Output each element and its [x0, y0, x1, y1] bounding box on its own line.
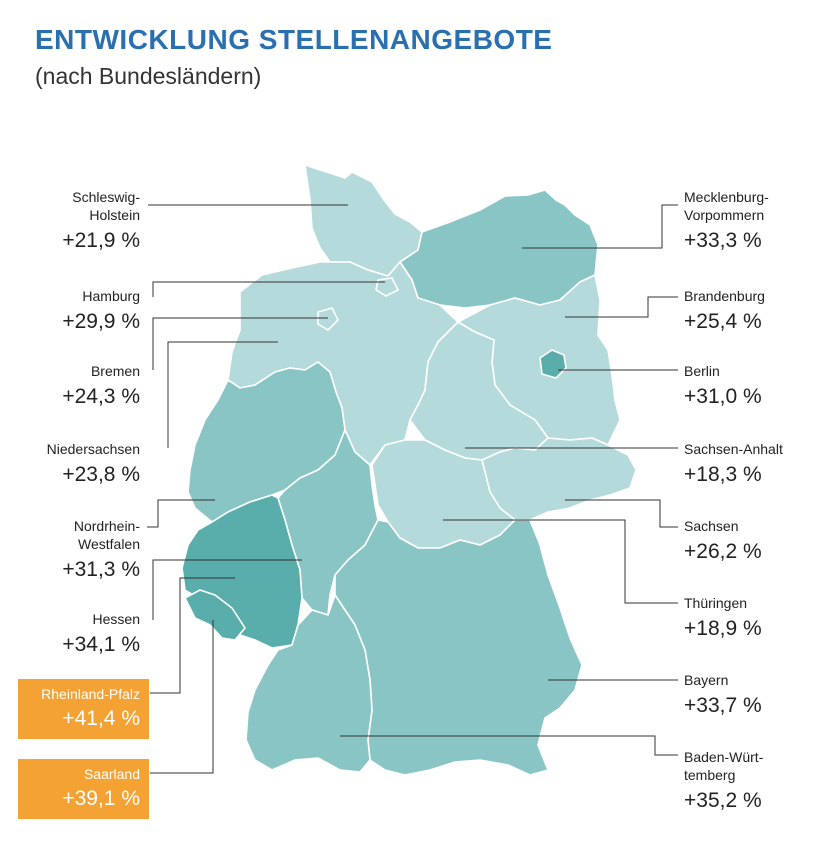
label-rheinland-pfalz: Rheinland-Pfalz +41,4 % — [18, 679, 149, 739]
leader-line-bremen — [152, 317, 328, 370]
region-baden-wuerttemberg — [245, 594, 373, 773]
leader-line-hamburg — [152, 281, 385, 297]
leader-line-brandenburg — [565, 296, 678, 318]
state-name: Baden-Würt- temberg — [684, 749, 764, 783]
label-berlin: Berlin +31,0 % — [684, 362, 814, 411]
label-thueringen: Thüringen +18,9 % — [684, 594, 814, 643]
label-mecklenburg-vorpommern: Mecklenburg- Vorpommern +33,3 % — [684, 188, 814, 255]
label-sachsen: Sachsen +26,2 % — [684, 517, 814, 566]
state-value: +29,9 % — [62, 310, 140, 333]
label-bremen: Bremen +24,3 % — [10, 362, 140, 411]
leader-line-nordrhein-westfalen — [147, 499, 215, 528]
region-berlin — [539, 349, 567, 379]
state-name: Schleswig- Holstein — [72, 189, 140, 223]
state-value: +34,1 % — [62, 633, 140, 656]
state-name: Thüringen — [684, 595, 748, 611]
leader-line-niedersachsen — [167, 341, 278, 448]
state-name: Brandenburg — [684, 288, 765, 304]
state-value: +35,2 % — [684, 789, 762, 812]
state-name: Saarland — [83, 766, 140, 782]
state-value: +41,4 % — [62, 707, 140, 730]
state-value: +33,3 % — [684, 229, 762, 252]
leader-line-hessen — [152, 559, 302, 620]
label-nordrhein-westfalen: Nordrhein- Westfalen +31,3 % — [10, 517, 140, 584]
leader-line-saarland — [150, 620, 214, 774]
leader-line-sachsen — [565, 499, 678, 528]
label-baden-wuerttemberg: Baden-Würt- temberg +35,2 % — [684, 748, 814, 815]
region-rheinland-pfalz — [181, 494, 303, 649]
region-mecklenburg-vorpommern — [399, 189, 599, 309]
state-value: +21,9 % — [62, 229, 140, 252]
state-name: Nordrhein- Westfalen — [73, 518, 140, 552]
state-value: +23,8 % — [62, 463, 140, 486]
leader-line-rheinland-pfalz — [150, 577, 235, 694]
state-name: Hessen — [92, 611, 140, 627]
state-name: Niedersachsen — [46, 441, 140, 457]
label-sachsen-anhalt: Sachsen-Anhalt +18,3 % — [684, 440, 814, 489]
leader-line-baden-wuerttemberg — [340, 735, 678, 756]
state-value: +18,9 % — [684, 617, 762, 640]
label-saarland: Saarland +39,1 % — [18, 759, 149, 819]
state-value: +18,3 % — [684, 463, 762, 486]
page-title: ENTWICKLUNG STELLENANGEBOTE — [35, 24, 553, 55]
region-sachsen — [481, 437, 637, 521]
state-name: Sachsen — [684, 518, 739, 534]
region-saarland — [184, 589, 246, 641]
state-value: +31,3 % — [62, 558, 140, 581]
state-value: +31,0 % — [684, 385, 762, 408]
label-hamburg: Hamburg +29,9 % — [10, 287, 140, 336]
region-bayern — [334, 519, 583, 776]
state-value: +25,4 % — [684, 310, 762, 333]
state-value: +39,1 % — [62, 787, 140, 810]
label-niedersachsen: Niedersachsen +23,8 % — [10, 440, 140, 489]
state-value: +26,2 % — [684, 540, 762, 563]
state-name: Bremen — [90, 363, 140, 379]
page-subtitle: (nach Bundesländern) — [35, 63, 262, 89]
state-name: Hamburg — [82, 288, 140, 304]
label-schleswig-holstein: Schleswig- Holstein +21,9 % — [10, 188, 140, 255]
state-value: +24,3 % — [62, 385, 140, 408]
label-bayern: Bayern +33,7 % — [684, 671, 814, 720]
label-brandenburg: Brandenburg +25,4 % — [684, 287, 814, 336]
label-hessen: Hessen +34,1 % — [10, 610, 140, 659]
state-name: Bayern — [684, 672, 729, 688]
state-name: Mecklenburg- Vorpommern — [684, 189, 769, 223]
leader-line-thueringen — [443, 519, 678, 604]
state-name: Sachsen-Anhalt — [684, 441, 783, 457]
region-bremen — [317, 307, 339, 331]
state-value: +33,7 % — [684, 694, 762, 717]
state-name: Berlin — [684, 363, 720, 379]
state-name: Rheinland-Pfalz — [41, 686, 140, 702]
leader-line-mecklenburg — [522, 204, 678, 249]
